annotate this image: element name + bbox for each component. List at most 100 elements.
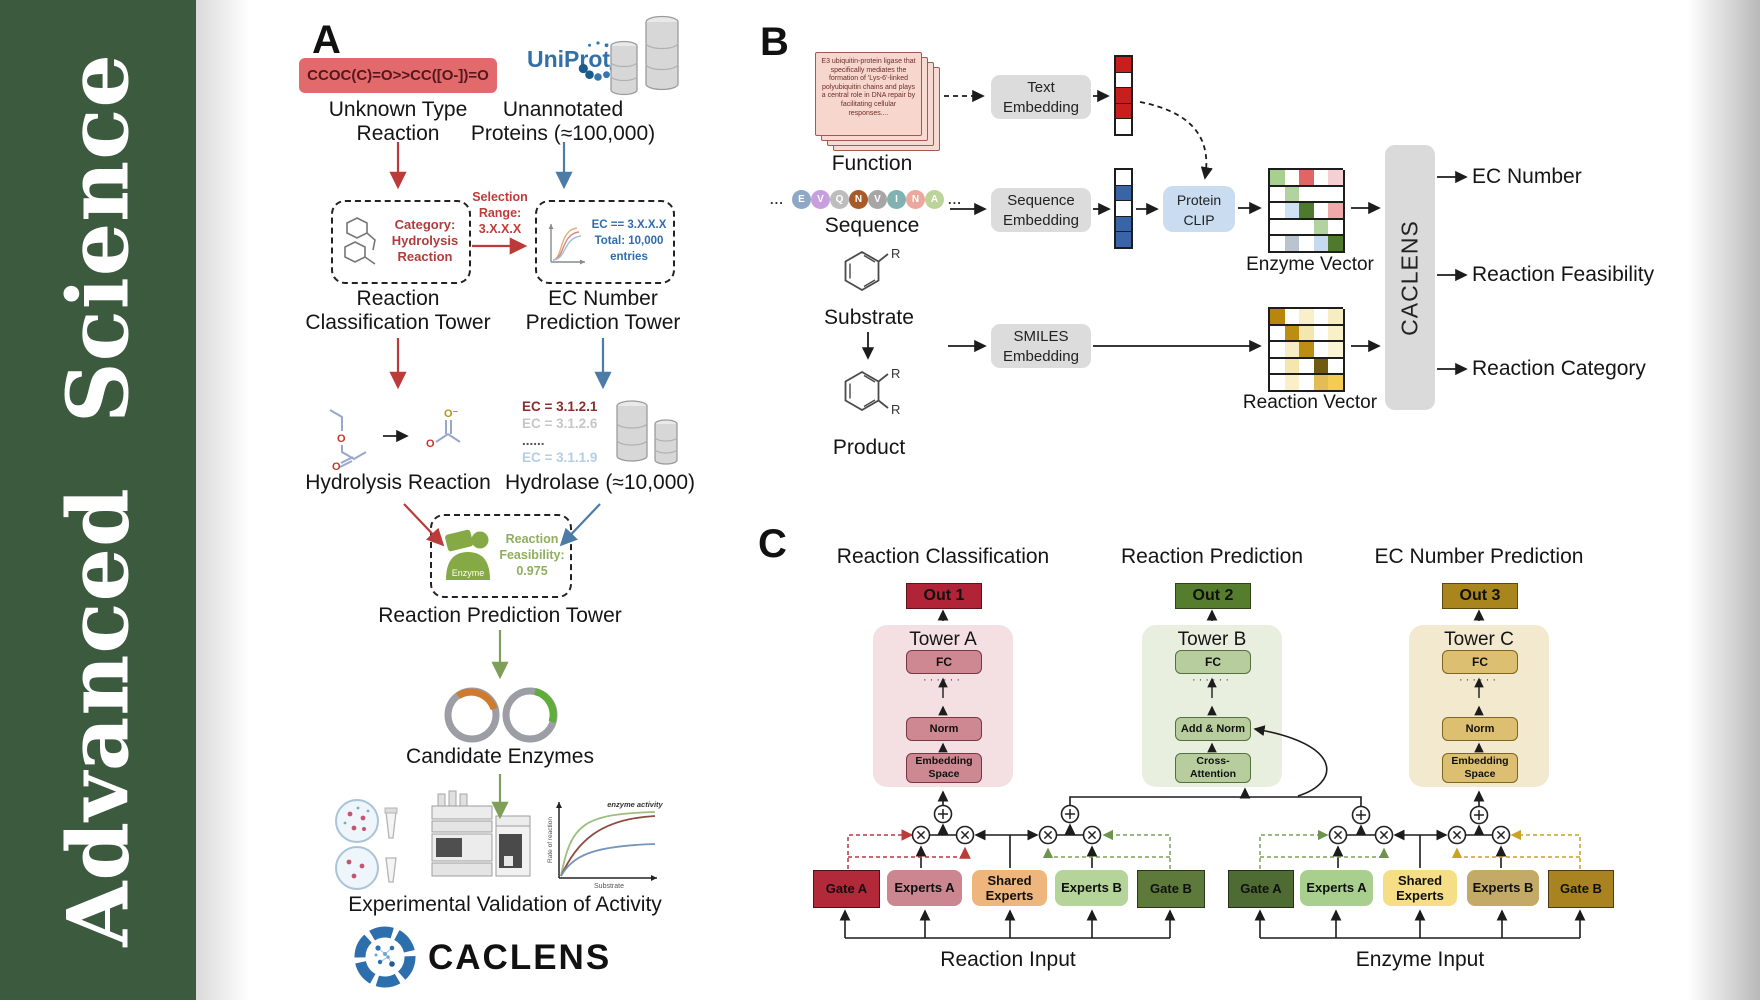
function-card-text: E3 ubiquitin-protein ligase that specifi… (821, 58, 916, 117)
vector-cell (1116, 170, 1131, 186)
heading-reaction-classification: Reaction Classification (836, 545, 1050, 568)
mini-curves-icon (548, 224, 585, 265)
vector-cell (1328, 170, 1345, 187)
residue-bubble: N (849, 190, 868, 209)
function-label: Function (831, 152, 913, 175)
activity-plot: Rate of reaction Substrate enzyme activi… (547, 800, 664, 890)
ec-item: EC = 3.1.1.9 (522, 450, 598, 465)
tower-b: Tower B FC ······ Add & Norm Cross- Atte… (1142, 625, 1282, 787)
ec-range-text: EC == 3.X.X.X Total: 10,000 entries (591, 219, 667, 263)
plot-ylabel: Rate of reaction (547, 817, 554, 863)
text-embedding-box: Text Embedding (991, 75, 1091, 119)
uniprot-logo: UniProt (527, 46, 611, 72)
ec-tower-label: EC Number Prediction Tower (525, 287, 681, 334)
plasmid-icons (444, 687, 558, 743)
tower-dots: ······ (923, 674, 963, 686)
gate-b-enzyme: Gate B (1548, 870, 1614, 908)
vector-cell (1116, 201, 1131, 217)
tower-c-fc: FC (1442, 650, 1518, 674)
vector-cell (1328, 186, 1345, 203)
enzyme-vector-grid (1268, 168, 1345, 253)
out1-box: Out 1 (906, 583, 982, 609)
reaction-classification-box: Category: Hydrolysis Reaction (331, 200, 471, 284)
sequence-ellipsis: ... (948, 192, 962, 207)
sum-node (1060, 804, 1080, 824)
reaction-vector-grid (1268, 307, 1345, 392)
svg-text:O: O (337, 433, 346, 445)
vector-cell (1116, 232, 1131, 247)
math-nodes (911, 804, 1511, 845)
function-card: E3 ubiquitin-protein ligase that specifi… (815, 52, 922, 136)
svg-text:O: O (426, 438, 435, 450)
caclens-model-bar: CACLENS (1385, 145, 1435, 410)
sum-node (933, 804, 953, 824)
heading-ec-number-prediction: EC Number Prediction (1374, 545, 1584, 568)
output-ec-number: EC Number (1472, 165, 1582, 188)
out3-box: Out 3 (1442, 583, 1518, 609)
out2-box: Out 2 (1175, 583, 1251, 609)
page-right-shadow (1688, 0, 1760, 1000)
hydrolase-database-icon (616, 400, 678, 465)
vector-cell (1328, 219, 1345, 236)
residue-bubble: A (925, 190, 944, 209)
product-molecule-icon: R R (844, 366, 900, 417)
vector-cell (1116, 216, 1131, 233)
shared-experts-enzyme: Shared Experts (1383, 870, 1457, 906)
acetate-molecule-icon: O⁻ O (426, 408, 461, 450)
molecule-cluster-icon (344, 217, 376, 265)
sequence-label: Sequence (824, 214, 920, 237)
tower-dots: ······ (1459, 674, 1499, 686)
vector-cell (1328, 309, 1345, 326)
output-reaction-feasibility: Reaction Feasibility (1472, 263, 1655, 286)
output-reaction-category: Reaction Category (1472, 357, 1646, 380)
experts-b-reaction: Experts B (1055, 870, 1128, 906)
vector-cell (1116, 119, 1131, 134)
ec-selection-box: EC == 3.X.X.X Total: 10,000 entries (535, 200, 675, 284)
product-node (955, 825, 975, 845)
vector-cell (1328, 342, 1345, 359)
journal-title: Advanced Science (48, 53, 148, 947)
hydrolase-label: Hydrolase (≈10,000) (504, 471, 696, 494)
panel-b-label: B (760, 20, 789, 64)
shared-experts-reaction: Shared Experts (972, 870, 1047, 906)
product-node (1491, 825, 1511, 845)
product-label: Product (832, 436, 906, 459)
cell-assay-icon (335, 799, 398, 890)
candidate-enzymes-label: Candidate Enzymes (406, 745, 594, 768)
vector-cell (1116, 72, 1131, 89)
residue-bubble: I (887, 190, 906, 209)
svg-text:O: O (332, 461, 341, 473)
svg-text:O⁻: O⁻ (444, 408, 459, 420)
function-card-stack: E3 ubiquitin-protein ligase that specifi… (815, 52, 941, 152)
feasibility-text: Reaction Feasibility: 0.975 (499, 532, 565, 578)
selection-range-text: Selection Range: 3.X.X.X (472, 190, 528, 236)
ec-item: ...... (522, 433, 545, 448)
sequence-ellipsis: ... (770, 192, 784, 207)
caclens-wordmark: CACLENS (428, 938, 612, 977)
ester-molecule-icon: O O (329, 409, 367, 473)
page-left-shadow (196, 0, 250, 1000)
enzyme-input-label: Enzyme Input (1355, 948, 1485, 971)
heading-reaction-prediction: Reaction Prediction (1120, 545, 1304, 568)
category-text: Category: Hydrolysis Reaction (391, 217, 459, 264)
residue-bubble: Q (830, 190, 849, 209)
vector-cell (1116, 57, 1131, 73)
vector-cell (1116, 185, 1131, 202)
gate-a-enzyme: Gate A (1228, 870, 1294, 908)
journal-sidebar: Advanced Science (0, 0, 196, 1000)
gate-b-reaction: Gate B (1137, 870, 1205, 908)
protein-clip-box: Protein CLIP (1163, 186, 1235, 232)
residue-bubble: V (868, 190, 887, 209)
enzyme-icon-label: Enzyme (452, 568, 485, 578)
enzyme-icon: Enzyme (445, 529, 490, 580)
plot-xlabel: Substrate (594, 883, 624, 890)
reaction-vector-label: Reaction Vector (1242, 392, 1378, 413)
protein-database-icon (610, 15, 679, 96)
vector-cell (1328, 203, 1345, 220)
hydrolysis-reaction-label: Hydrolysis Reaction (305, 471, 491, 494)
experts-a-enzyme: Experts A (1300, 870, 1373, 906)
unannotated-proteins-label: Unannotated Proteins (≈100,000) (470, 98, 656, 145)
caclens-logo-icon (354, 926, 416, 988)
